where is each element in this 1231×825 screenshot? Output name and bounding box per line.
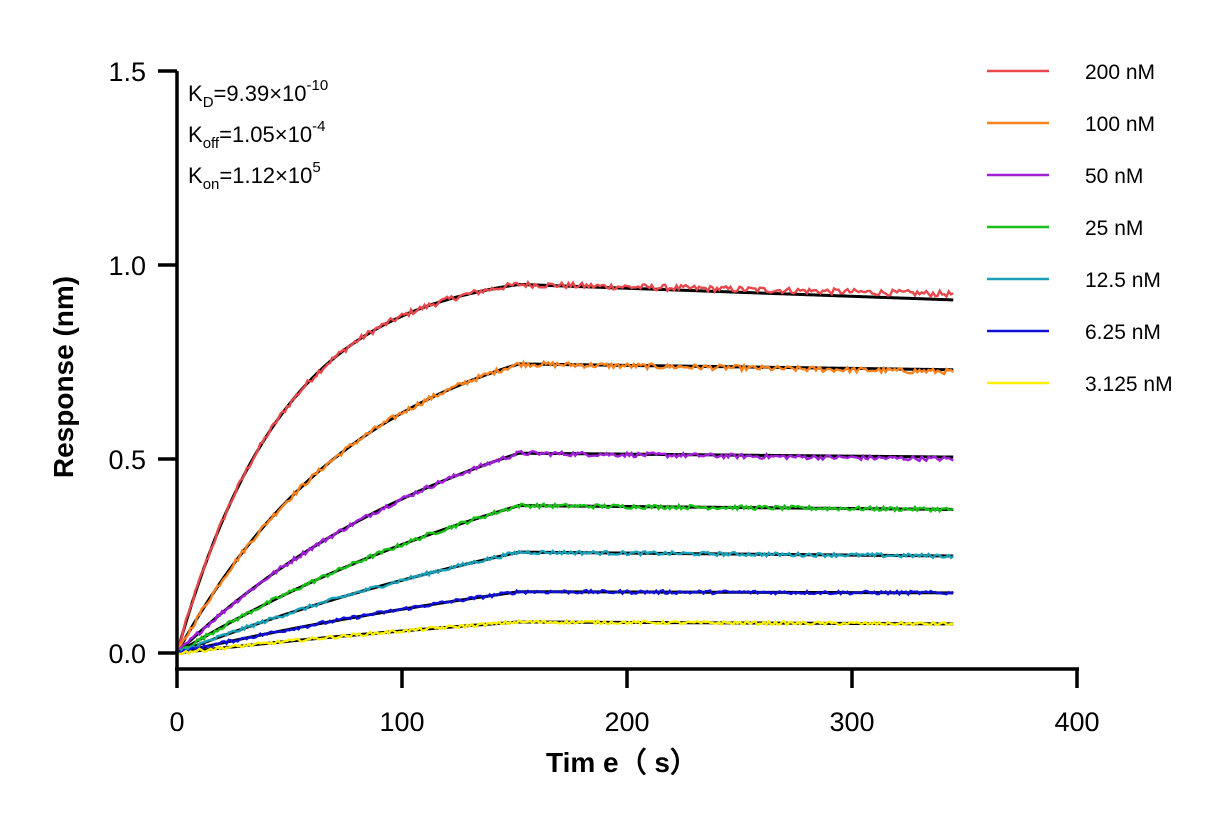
legend: 200 nM 100 nM 50 nM 25 nM 12.5 nM 6.25 nM 3.12…	[987, 61, 1173, 396]
legend-label: 12.5 nM	[1085, 269, 1161, 292]
y-tick-label: 0.0	[108, 639, 146, 669]
x-tick-label: 300	[829, 707, 874, 737]
y-axis-title: Response (nm)	[48, 276, 79, 478]
y-tick-label: 0.5	[108, 445, 146, 475]
x-axis-title: Tim e（ s）	[546, 746, 698, 778]
x-tick-label: 100	[379, 707, 424, 737]
fit-curve	[175, 282, 954, 654]
kinetic-constants: KD=9.39×10-10 Koff=1.05×10-4 Kon=1.12×105	[188, 77, 328, 193]
fit-curve	[176, 550, 954, 655]
legend-label: 25 nM	[1085, 217, 1143, 240]
legend-label: 6.25 nM	[1085, 321, 1161, 344]
data-curve	[175, 359, 955, 654]
data-curve	[176, 501, 954, 654]
fit-curve	[176, 620, 954, 655]
legend-label: 100 nM	[1085, 113, 1155, 136]
data-curves	[175, 279, 955, 656]
data-curve	[175, 279, 954, 654]
kinetic-constant-KD: KD=9.39×10-10	[188, 77, 328, 111]
y-tick-label: 1.0	[108, 251, 146, 281]
legend-label: 50 nM	[1085, 165, 1143, 188]
ticks: 0 100 200 300 400 0.0 0.5 1.0 1.5	[108, 57, 1099, 737]
data-curve	[175, 449, 954, 654]
fit-curves	[175, 282, 954, 655]
legend-label: 3.125 nM	[1085, 373, 1173, 396]
x-tick-label: 400	[1054, 707, 1099, 737]
data-curve	[176, 549, 954, 654]
x-tick-label: 200	[604, 707, 649, 737]
data-curve	[176, 588, 954, 656]
y-tick-label: 1.5	[108, 57, 146, 87]
data-curve	[176, 618, 954, 656]
kinetic-constant-Koff: Koff=1.05×10-4	[188, 118, 325, 152]
kinetic-constant-Kon: Kon=1.12×105	[188, 159, 321, 193]
x-tick-label: 0	[169, 707, 184, 737]
legend-label: 200 nM	[1085, 61, 1155, 84]
